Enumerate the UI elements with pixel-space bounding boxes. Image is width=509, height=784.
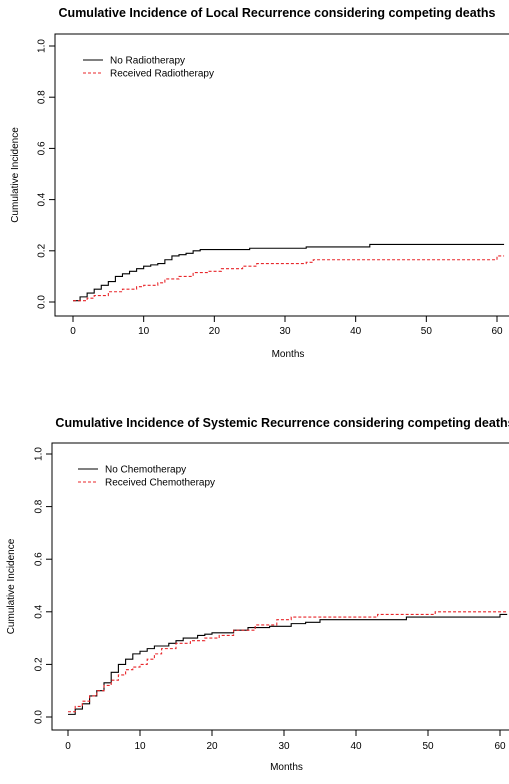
y-tick-label: 0.2 (37, 243, 48, 257)
series-line-treated (73, 255, 505, 302)
legend-label: Received Radiotherapy (110, 69, 214, 80)
local-recurrence-chart: Cumulative Incidence of Local Recurrence… (10, 6, 509, 360)
plot-frame (54, 33, 509, 317)
x-tick-label: 60 (491, 326, 503, 337)
systemic-recurrence-chart: Cumulative Incidence of Systemic Recurre… (6, 416, 509, 773)
legend-label: No Radiotherapy (110, 56, 185, 67)
x-tick-label: 50 (421, 326, 433, 337)
y-tick-label: 0.4 (37, 192, 48, 206)
y-tick-label: 0.8 (37, 90, 48, 104)
x-tick-label: 20 (206, 741, 218, 752)
x-tick-label: 30 (278, 741, 290, 752)
x-tick-label: 40 (350, 326, 362, 337)
y-tick-label: 0.6 (34, 552, 45, 566)
x-tick-label: 40 (350, 741, 362, 752)
x-tick-label: 50 (422, 741, 434, 752)
y-tick-label: 0.8 (34, 499, 45, 513)
x-tick-label: 0 (70, 326, 76, 337)
plot-frame (51, 442, 509, 731)
legend-label: Received Chemotherapy (105, 478, 215, 489)
y-tick-label: 1.0 (37, 39, 48, 53)
y-tick-label: 0.0 (37, 295, 48, 309)
series-line-control (68, 613, 508, 715)
y-axis-label: Cumulative Incidence (6, 538, 17, 634)
x-tick-label: 30 (279, 326, 291, 337)
y-tick-label: 0.0 (34, 710, 45, 724)
y-tick-label: 0.4 (34, 604, 45, 618)
y-axis-label: Cumulative Incidence (10, 127, 21, 223)
x-tick-label: 20 (209, 326, 221, 337)
x-tick-label: 60 (494, 741, 506, 752)
y-tick-label: 0.2 (34, 657, 45, 671)
x-axis-label: Months (270, 762, 303, 773)
y-tick-label: 1.0 (34, 447, 45, 461)
x-tick-label: 10 (138, 326, 150, 337)
x-axis-label: Months (272, 349, 305, 360)
chart-title: Cumulative Incidence of Systemic Recurre… (55, 416, 509, 430)
x-tick-label: 0 (65, 741, 71, 752)
chart-title: Cumulative Incidence of Local Recurrence… (59, 6, 496, 20)
legend-label: No Chemotherapy (105, 465, 186, 476)
series-line-control (73, 243, 505, 302)
series-line-treated (68, 611, 508, 713)
x-tick-label: 10 (134, 741, 146, 752)
y-tick-label: 0.6 (37, 141, 48, 155)
